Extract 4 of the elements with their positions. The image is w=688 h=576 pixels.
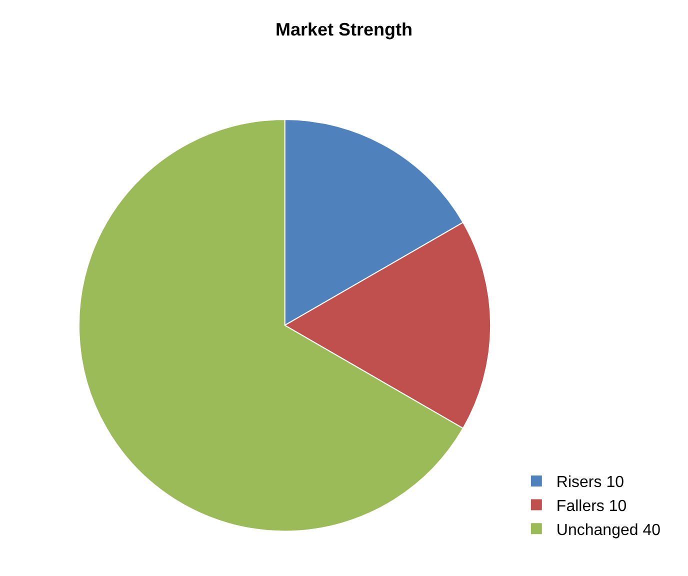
legend-label: Unchanged 40	[556, 522, 661, 539]
chart-title: Market Strength	[275, 20, 413, 40]
legend-label: Fallers 10	[556, 498, 627, 516]
legend-label: Risers 10	[556, 474, 624, 492]
